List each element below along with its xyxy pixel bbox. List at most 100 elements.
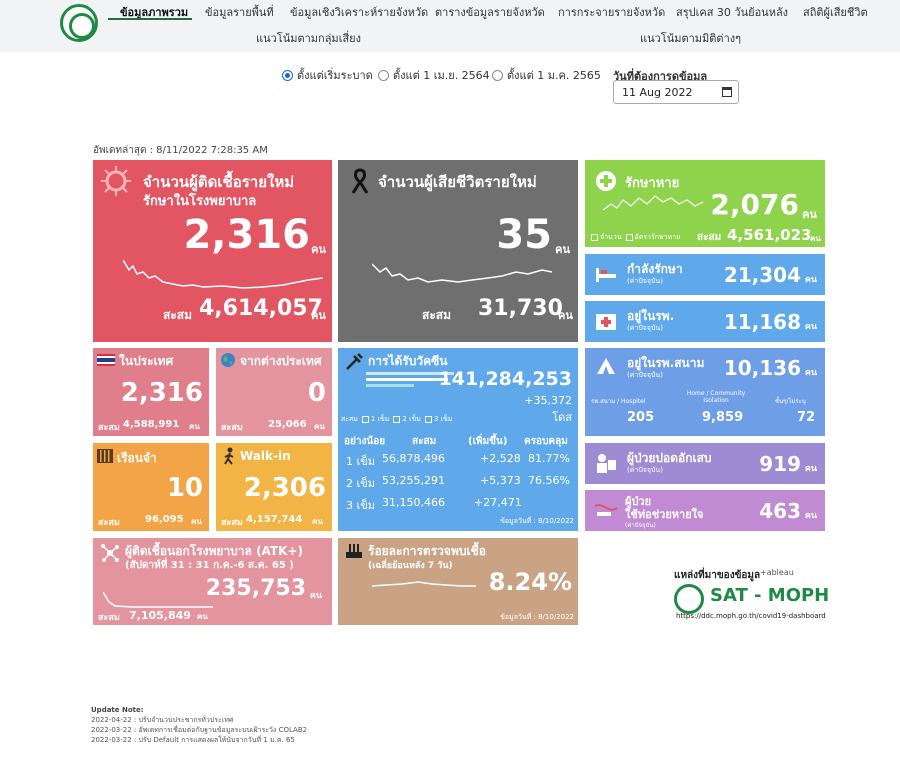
update-notes: Update Note: 2022-04-22 : ปรับจำนวนประชา… — [91, 705, 307, 745]
acc-label: สะสม — [163, 308, 193, 322]
atk-title: ผู้ติดเชื้อนอกโรงพยาบาล (ATK+) — [125, 544, 303, 558]
positive-rate-title: ร้อยละการตรวจพบเชื้อ — [368, 544, 486, 558]
current-label: (ค่าปัจจุบัน) — [627, 277, 663, 285]
lab-test-icon — [346, 544, 362, 558]
deaths-title: จำนวนผู้เสียชีวิตรายใหม่ — [378, 173, 537, 191]
deaths-total: 31,730 — [478, 296, 563, 321]
abroad-title: จากต่างประเทศ — [240, 354, 322, 368]
recovered-value: 2,076 — [710, 188, 799, 221]
vaccine-row-dose: 3 เข็ม — [346, 499, 376, 512]
ventilator-title-2: ใช้ท่อช่วยหายใจ — [625, 508, 704, 521]
recovered-total: 4,561,023 — [727, 226, 812, 244]
sat-moph-logo — [674, 584, 704, 614]
unit-label: คน — [804, 511, 817, 521]
unit-label: คน — [197, 612, 208, 621]
tile-deaths: จำนวนผู้เสียชีวิตรายใหม่ 35 คน สะสม 31,7… — [338, 160, 578, 342]
acc-label: สะสม — [98, 423, 120, 433]
recovered-trend-line — [603, 195, 703, 211]
radio-since-start[interactable]: ตั้งแต่เริ่มระบาด — [282, 66, 373, 84]
home-isolation-value: 9,859 — [702, 410, 744, 425]
unit-label: คน — [311, 309, 326, 322]
vaccine-header-dose: อย่างน้อย — [344, 436, 386, 447]
current-label: (ค่าปัจจุบัน) — [625, 522, 656, 529]
walkin-title: Walk-in — [240, 449, 291, 463]
positive-rate-date-note: ข้อมูลวันที่ : 8/10/2022 — [500, 613, 574, 621]
unit-label: คน — [810, 234, 821, 243]
unit-label: คน — [555, 243, 570, 256]
acc-label: สะสม — [697, 232, 722, 243]
unit-label: คน — [314, 422, 325, 431]
current-label: (ค่าปัจจุบัน) — [627, 371, 663, 379]
field-hospital-title: อยู่ในรพ.สนาม — [627, 356, 705, 370]
nav-30day[interactable]: สรุปเคส 30 วันย้อนหลัง — [676, 6, 789, 19]
atk-value: 235,753 — [205, 576, 306, 601]
update-note-line: 2022-04-22 : ปรับจำนวนประชากรทั่วประเทศ — [91, 716, 234, 724]
last-updated: อัพเดทล่าสุด : 8/11/2022 7:28:35 AM — [93, 145, 268, 156]
nav-distribution[interactable]: การกระจายรายจังหวัด — [558, 6, 666, 19]
treating-value: 21,304 — [723, 263, 801, 287]
ventilator-value: 463 — [759, 499, 801, 523]
hospital-title: อยู่ในรพ. — [627, 309, 675, 323]
prison-icon — [97, 449, 113, 463]
nav-risk-trend[interactable]: แนวโน้มตามกลุ่มเสี่ยง — [256, 32, 361, 45]
source-label: แหล่งที่มาของข้อมูล — [674, 570, 761, 581]
update-notes-title: Update Note: — [91, 706, 144, 714]
ribbon-icon — [351, 168, 369, 194]
abroad-total: 25,066 — [268, 419, 307, 430]
nav-overview[interactable]: ข้อมูลภาพรวม — [120, 6, 189, 19]
radio-dot[interactable] — [378, 69, 389, 81]
vaccine-row-total: 31,150,466 — [382, 496, 445, 509]
thai-flag-icon — [97, 354, 115, 366]
calendar-icon[interactable] — [722, 87, 732, 97]
tent-icon — [597, 358, 615, 374]
radio-since-apr-2564[interactable]: ตั้งแต่ 1 เม.ย. 2564 — [378, 66, 490, 84]
prison-value: 10 — [166, 473, 203, 503]
new-cases-total: 4,614,057 — [199, 296, 323, 321]
moph-logo[interactable] — [60, 4, 98, 42]
tile-new-cases: จำนวนผู้ติดเชื้อรายใหม่ รักษาในโรงพยาบาล… — [93, 160, 332, 342]
prison-title: เรือนจำ — [117, 451, 157, 465]
unit-label: คน — [312, 517, 323, 526]
new-cases-title: จำนวนผู้ติดเชื้อรายใหม่ — [143, 173, 295, 191]
unit-label: คน — [311, 243, 326, 256]
nav-province-table[interactable]: ตารางข้อมูลรายจังหวัด — [435, 6, 545, 19]
vaccine-header-total: สะสม — [412, 436, 437, 447]
domestic-value: 2,316 — [120, 378, 203, 408]
field-hospital-value: 10,136 — [723, 356, 801, 380]
nav-province-analysis[interactable]: ข้อมูลเชิงวิเคราะห์รายจังหวัด — [290, 6, 429, 19]
unit-label: คน — [558, 309, 573, 322]
vaccine-row-total: 53,255,291 — [382, 474, 445, 487]
abroad-value: 0 — [307, 378, 326, 408]
acc-label: สะสม — [422, 308, 452, 322]
tile-abroad: จากต่างประเทศ 0 สะสม 25,066 คน — [216, 348, 332, 436]
tile-recovered: รักษาหาย 2,076 คน จำนวน อัตรารักษาหาย สะส… — [585, 160, 825, 247]
date-input[interactable]: 11 Aug 2022 — [613, 80, 739, 104]
walkin-value: 2,306 — [243, 473, 326, 503]
positive-rate-value: 8.24% — [488, 568, 572, 596]
radio-dot[interactable] — [492, 69, 503, 81]
nav-death-stats[interactable]: สถิติผู้เสียชีวิต — [803, 6, 868, 19]
acc-label: สะสม — [98, 613, 120, 623]
acc-label: สะสม — [221, 518, 243, 528]
bed-icon — [596, 268, 616, 282]
nav-dimension-trend[interactable]: แนวโน้มตามมิติต่างๆ — [640, 32, 742, 45]
update-note-line: 2022-03-22 : ปรับ Default การแสดงผลให้นั… — [91, 736, 295, 744]
domestic-total: 4,588,991 — [123, 419, 180, 430]
domestic-title: ในประเทศ — [119, 354, 174, 368]
nav-area[interactable]: ข้อมูลรายพื้นที่ — [205, 6, 274, 19]
tile-vaccine: การได้รับวัคซีน 141,284,253 +35,372 โดส … — [338, 348, 578, 531]
positive-rate-trend-line — [372, 581, 476, 587]
unit-label: คน — [191, 517, 202, 526]
walkin-total: 4,157,744 — [246, 514, 303, 525]
radio-dot[interactable] — [282, 69, 293, 81]
walking-person-icon — [224, 447, 234, 465]
network-icon — [101, 544, 119, 562]
tile-hospital: อยู่ในรพ. (ค่าปัจจุบัน) 11,168 คน — [585, 301, 825, 342]
pneumonia-value: 919 — [759, 452, 801, 476]
tile-treating: กำลังรักษา (ค่าปัจจุบัน) 21,304 คน — [585, 254, 825, 295]
recovered-legend: จำนวน อัตรารักษาหาย — [591, 232, 680, 243]
radio-since-jan-2565[interactable]: ตั้งแต่ 1 ม.ค. 2565 — [492, 66, 601, 84]
other-value: 72 — [797, 410, 816, 425]
tile-pneumonia: ผู้ป่วยปอดอักเสบ (ค่าปัจจุบัน) 919 คน — [585, 443, 825, 484]
source-url[interactable]: https://ddc.moph.go.th/covid19-dashboard — [676, 612, 826, 620]
